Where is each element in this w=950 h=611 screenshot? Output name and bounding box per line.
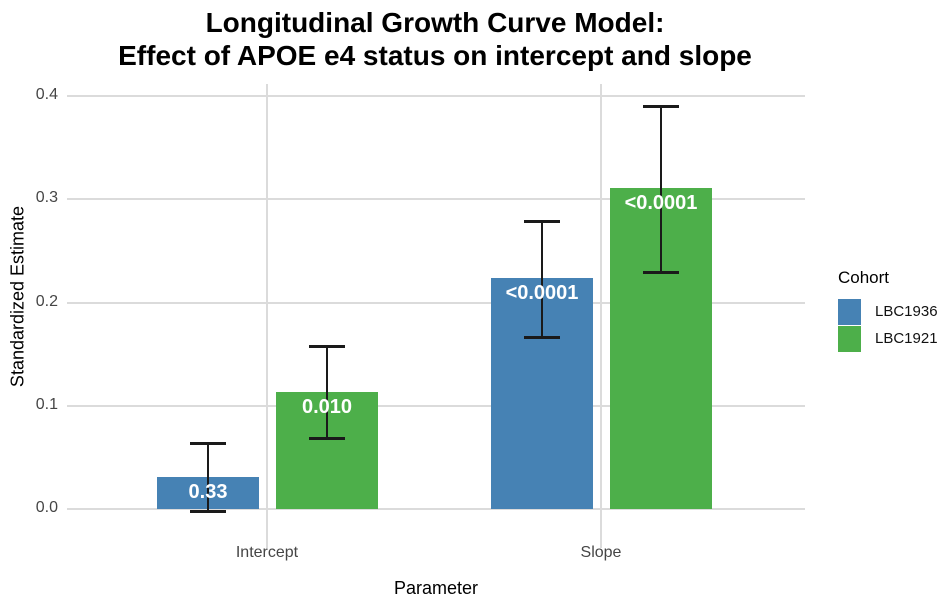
y-tick-label: 0.3 (35, 189, 58, 207)
error-bar-line (326, 345, 328, 438)
x-tick-label: Intercept (235, 544, 299, 561)
error-bar-cap-top (190, 441, 226, 445)
p-value-label: 0.33 (188, 480, 228, 503)
y-tick-label: 0.4 (35, 86, 58, 103)
legend-label: LBC1936 (875, 303, 938, 320)
y-gridline (67, 404, 805, 407)
error-bar-cap-bottom (524, 335, 560, 339)
x-tick-label: Slope (580, 544, 622, 561)
chart-title-line1: Longitudinal Growth Curve Model: (205, 7, 665, 38)
p-value-label: 0.010 (301, 396, 353, 419)
chart-title-line2: Effect of APOE e4 status on intercept an… (118, 40, 752, 71)
y-tick-label: 0.2 (35, 292, 58, 310)
error-bar-line (541, 220, 543, 337)
legend-swatch-lbc1921 (838, 325, 861, 352)
legend-title: Cohort (838, 268, 890, 287)
legend-swatch-lbc1936 (838, 298, 861, 325)
p-value-label: <0.0001 (505, 281, 579, 304)
y-gridline (67, 301, 805, 304)
x-axis-title: Parameter (393, 578, 479, 598)
y-tick-label: 0.0 (35, 499, 58, 516)
error-bar-cap-top (524, 219, 560, 223)
legend-label: LBC1921 (875, 330, 938, 347)
y-axis-title: Standardized Estimate (7, 205, 28, 388)
legend-item: LBC1936 (838, 298, 938, 325)
error-bar-cap-bottom (643, 270, 679, 274)
x-gridline (266, 84, 268, 548)
chart-title: Longitudinal Growth Curve Model: Effect … (0, 6, 870, 72)
legend: Cohort LBC1936 LBC1921 (838, 268, 938, 352)
y-gridline (67, 508, 805, 510)
p-value-label: <0.0001 (624, 191, 698, 214)
y-tick-label: 0.1 (35, 395, 58, 413)
y-gridline (67, 198, 805, 201)
error-bar-cap-bottom (190, 510, 226, 514)
x-gridline (600, 84, 602, 548)
error-bar-cap-top (309, 344, 345, 348)
y-gridline (67, 95, 805, 97)
legend-item: LBC1921 (838, 325, 938, 352)
error-bar-line (660, 106, 662, 272)
error-bar-line (207, 442, 209, 512)
error-bar-cap-bottom (309, 436, 345, 440)
error-bar-cap-top (643, 105, 679, 109)
